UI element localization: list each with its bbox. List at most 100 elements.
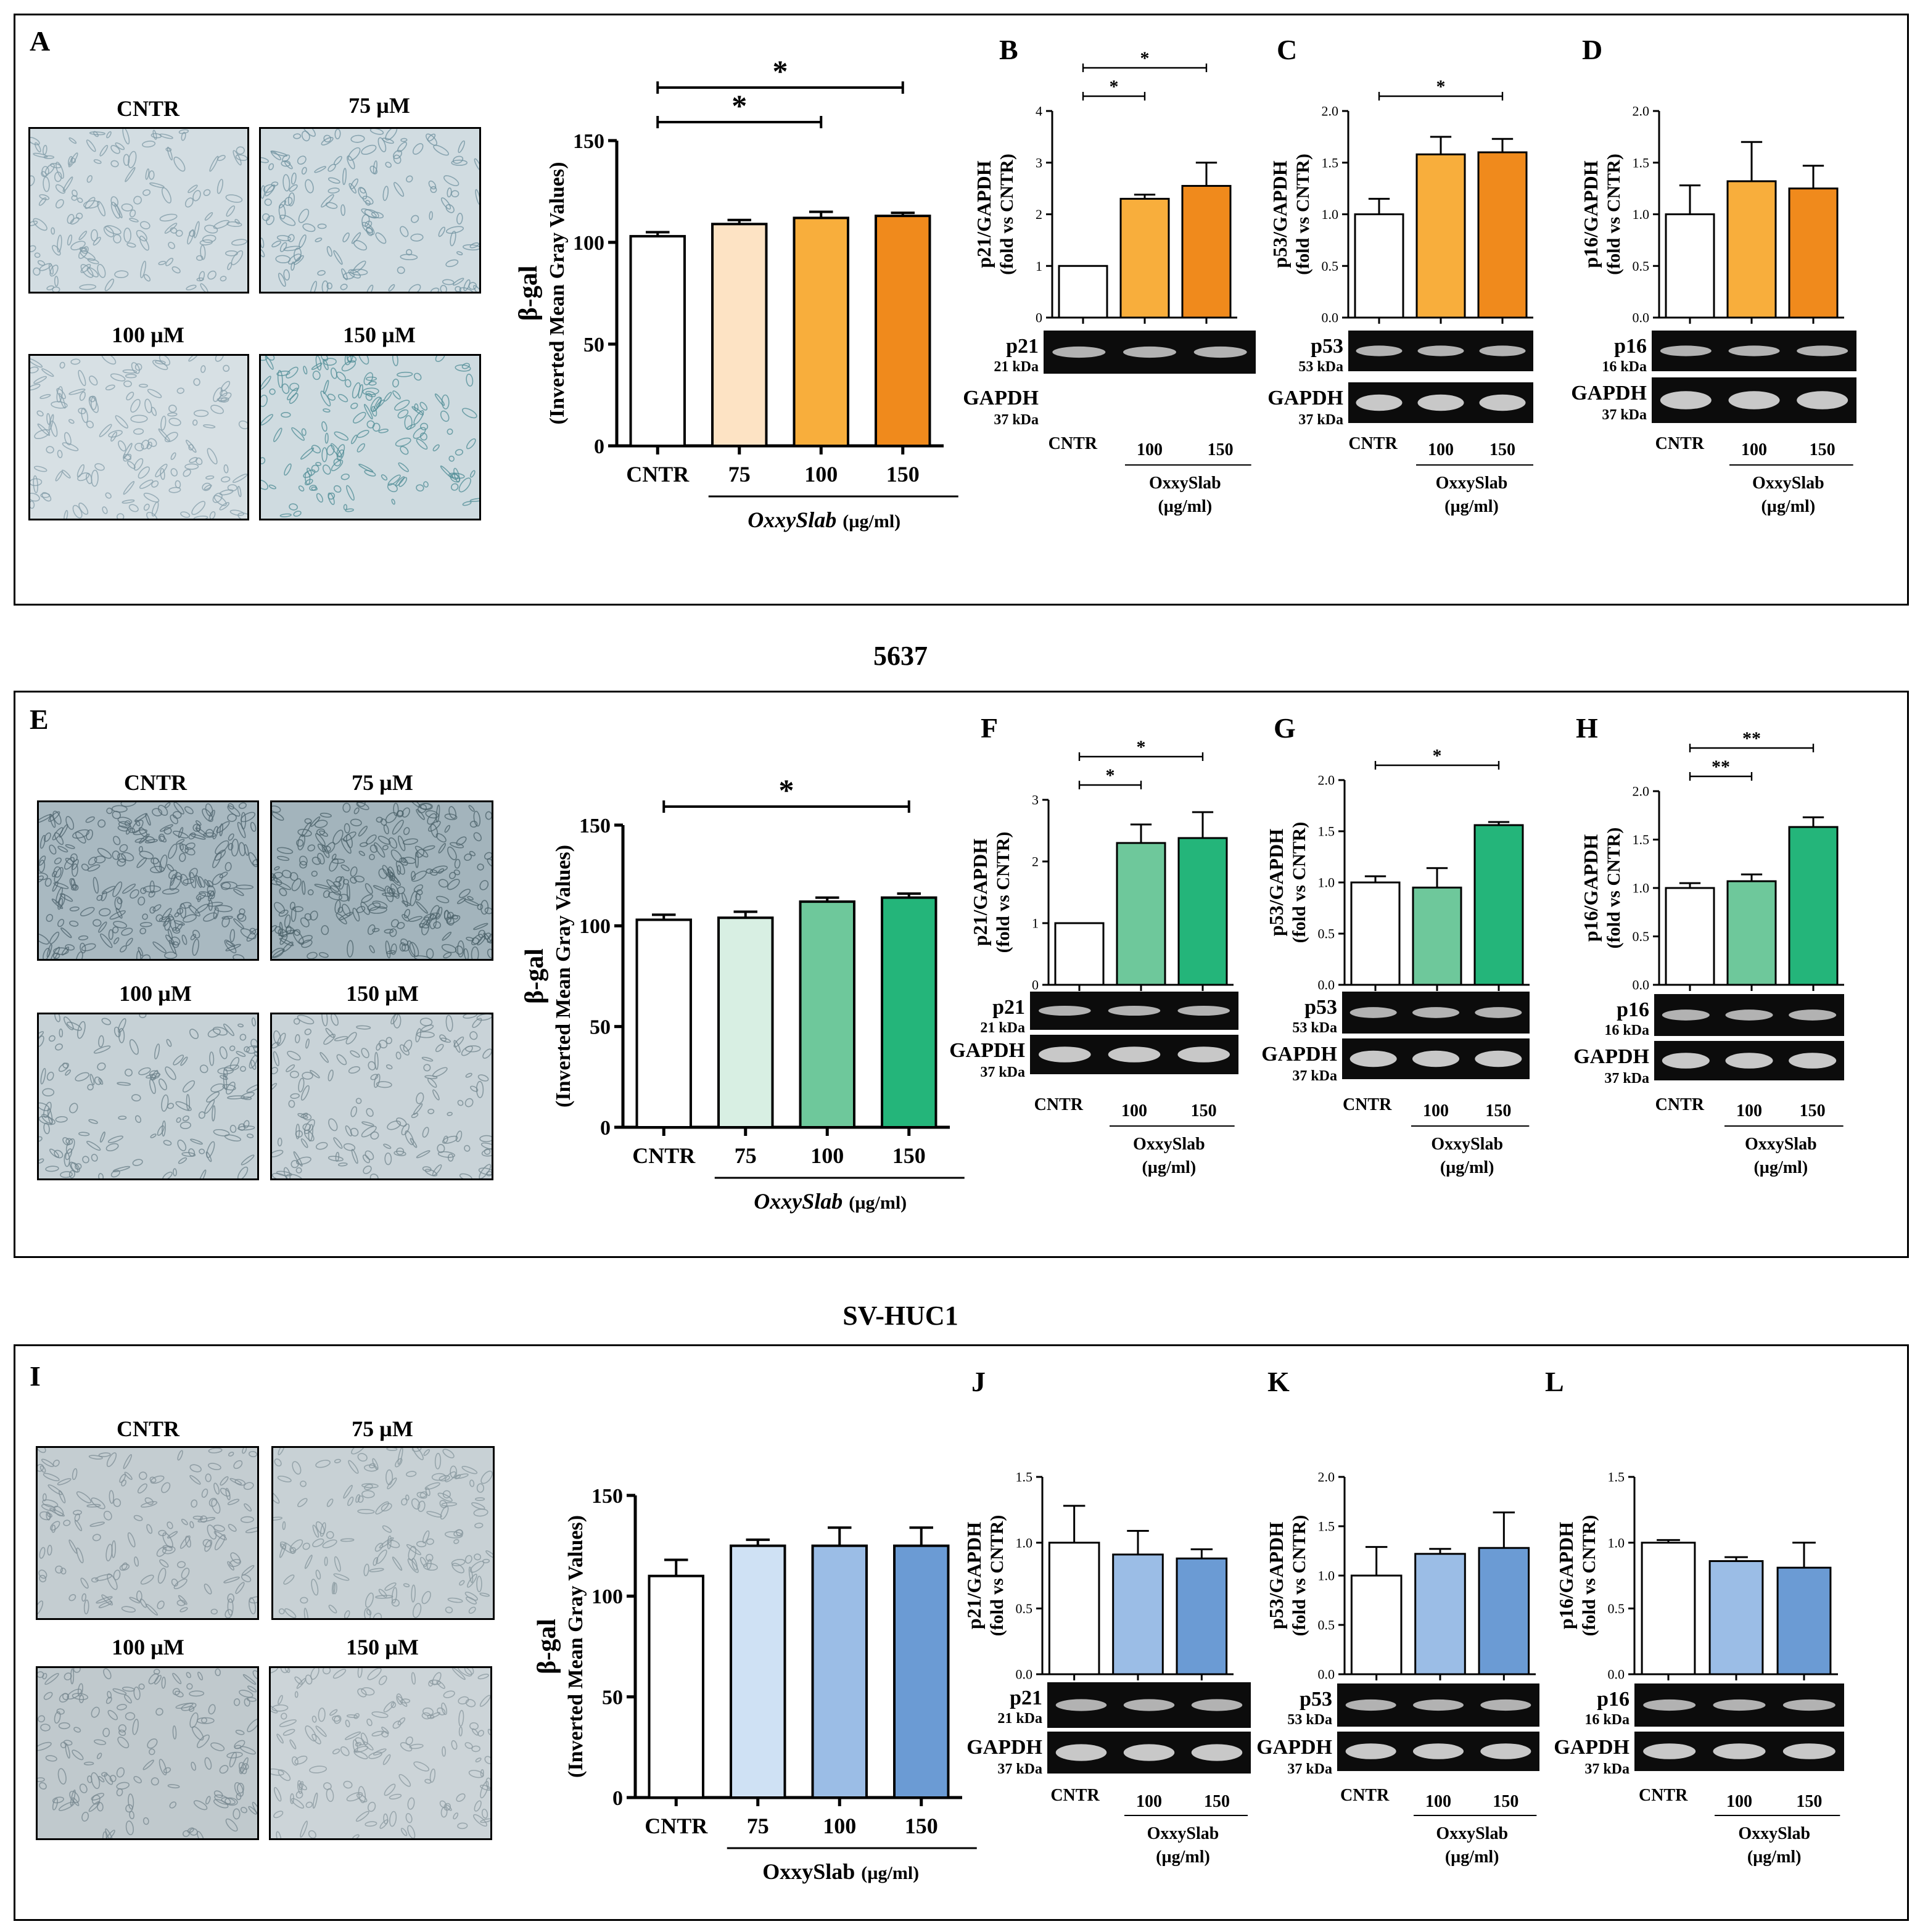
row-2-frame [14,691,1909,1258]
y-tick-label: 2.0 [1318,773,1335,788]
blot-group-label: OxxySlab [1147,1824,1219,1843]
blot-band [1412,1007,1459,1018]
blot-band [1356,345,1403,356]
micrograph-label-75: 75 µM [352,770,413,795]
blot-x-label-cntr: CNTR [1050,1786,1100,1805]
x-group-label: OxxySlab [748,508,836,532]
x-group-unit: (µg/ml) [843,511,900,532]
blot-group-unit: (µg/ml) [1444,497,1499,516]
y-tick-label: 0 [612,1787,623,1810]
bar [1788,187,1839,319]
y-axis-title: p53/GAPDH [1265,1522,1287,1629]
blot-band [1475,1050,1522,1067]
blot-band [1797,345,1848,356]
significance-label: * [1436,76,1446,97]
panel-label-e: E [30,704,49,735]
micrograph-label-150: 150 µM [343,323,416,347]
micrograph-texture [30,129,247,292]
micrograph-label-cntr: CNTR [116,96,179,121]
blot-band [1728,391,1780,409]
x-category-label: CNTR [645,1814,708,1838]
y-tick-label: 50 [602,1687,623,1709]
blot-band [1479,394,1526,411]
micrograph-label-150: 150 µM [346,981,419,1006]
micrograph-label-cntr: CNTR [123,770,187,795]
y-tick-label: 100 [579,915,611,938]
blot-band [1797,391,1848,409]
micrograph-image [36,1666,259,1840]
bar [875,215,931,447]
micrograph-label-100: 100 µM [112,1635,184,1659]
y-tick-label: 1 [1032,916,1039,931]
y-tick-label: 1.5 [1633,155,1650,170]
micrograph-image [270,1013,493,1180]
blot-kda-label: 53 kDa [1287,1712,1332,1728]
blot-band [1055,1744,1107,1761]
bar [1350,1574,1403,1675]
y-tick-label: 0.0 [1608,1667,1625,1682]
y-tick-label: 0 [600,1117,611,1140]
micrograph-image [28,127,249,294]
blot-protein-label: p16 [1614,335,1647,358]
y-axis-subtitle: (fold vs CNTR) [1289,822,1309,943]
y-axis-title: β-gal [533,1619,561,1674]
x-category-label: 100 [823,1814,856,1838]
blot-band [1412,1050,1459,1067]
micrograph-texture [261,356,479,519]
micrograph-image [259,127,481,294]
y-tick-label: 0 [1032,977,1039,993]
blot-x-label-dose: 100 [1726,1792,1752,1811]
blot-protein-label: p53 [1300,1688,1332,1711]
blot-band [1193,346,1247,358]
blot-kda-label: 21 kDa [980,1020,1025,1036]
micrograph-image [37,1013,259,1180]
y-tick-label: 50 [590,1016,611,1039]
bar [1726,180,1777,319]
blot-x-label-dose: 100 [1428,440,1454,459]
blot-band [1789,1009,1837,1021]
micrograph-texture [271,1668,490,1838]
row-3-title: SV-HUC1 [843,1301,958,1331]
panel-label: F [981,712,998,744]
blot-kda-label: 37 kDa [1604,1071,1649,1087]
panel-label: L [1545,1366,1564,1397]
significance-label: ** [1712,757,1730,777]
y-tick-label: 1 [1036,258,1042,274]
blot-group-label: OxxySlab [1149,474,1221,493]
blot-kda-label: 21 kDa [994,359,1039,375]
blot-kda-label: 37 kDa [1602,407,1647,423]
blot-kda-label: 37 kDa [1298,412,1343,428]
y-tick-label: 0.5 [1322,258,1339,274]
blot-protein-label: GAPDH [963,387,1039,409]
y-axis-subtitle: (Inverted Mean Gray Values) [546,162,569,425]
y-axis-subtitle: (fold vs CNTR) [993,832,1013,953]
y-tick-label: 0.0 [1016,1667,1033,1682]
y-tick-label: 1.5 [1608,1470,1625,1485]
y-tick-label: 150 [573,130,604,153]
blot-band [1725,1053,1773,1069]
bar [730,1544,786,1799]
y-axis-title: p16/GAPDH [1555,1522,1577,1629]
blot-band [1480,1743,1531,1759]
blot-group-unit: (µg/ml) [1440,1158,1494,1177]
blot-x-label-dose: 100 [1137,440,1163,459]
y-tick-label: 0.0 [1318,977,1335,993]
micrograph-image [36,1446,259,1620]
blot-band [1177,1046,1230,1063]
y-tick-label: 0.0 [1633,977,1650,993]
x-category-label: 100 [810,1143,844,1168]
x-group-label: OxxySlab [754,1189,843,1214]
blot-group-label: OxxySlab [1752,474,1824,493]
y-tick-label: 2.0 [1318,1470,1335,1485]
micrograph-texture [273,1448,493,1618]
blot-x-label-cntr: CNTR [1049,434,1098,453]
blot-protein-label: p16 [1617,998,1649,1021]
y-tick-label: 1.0 [1322,207,1339,222]
y-tick-label: 0.5 [1318,926,1335,942]
bar [1708,1560,1764,1675]
x-category-label: 75 [735,1143,757,1168]
blot-band [1475,1007,1522,1018]
blot-x-label-cntr: CNTR [1034,1095,1084,1114]
blot-kda-label: 53 kDa [1292,1020,1337,1036]
bar [1116,842,1166,986]
